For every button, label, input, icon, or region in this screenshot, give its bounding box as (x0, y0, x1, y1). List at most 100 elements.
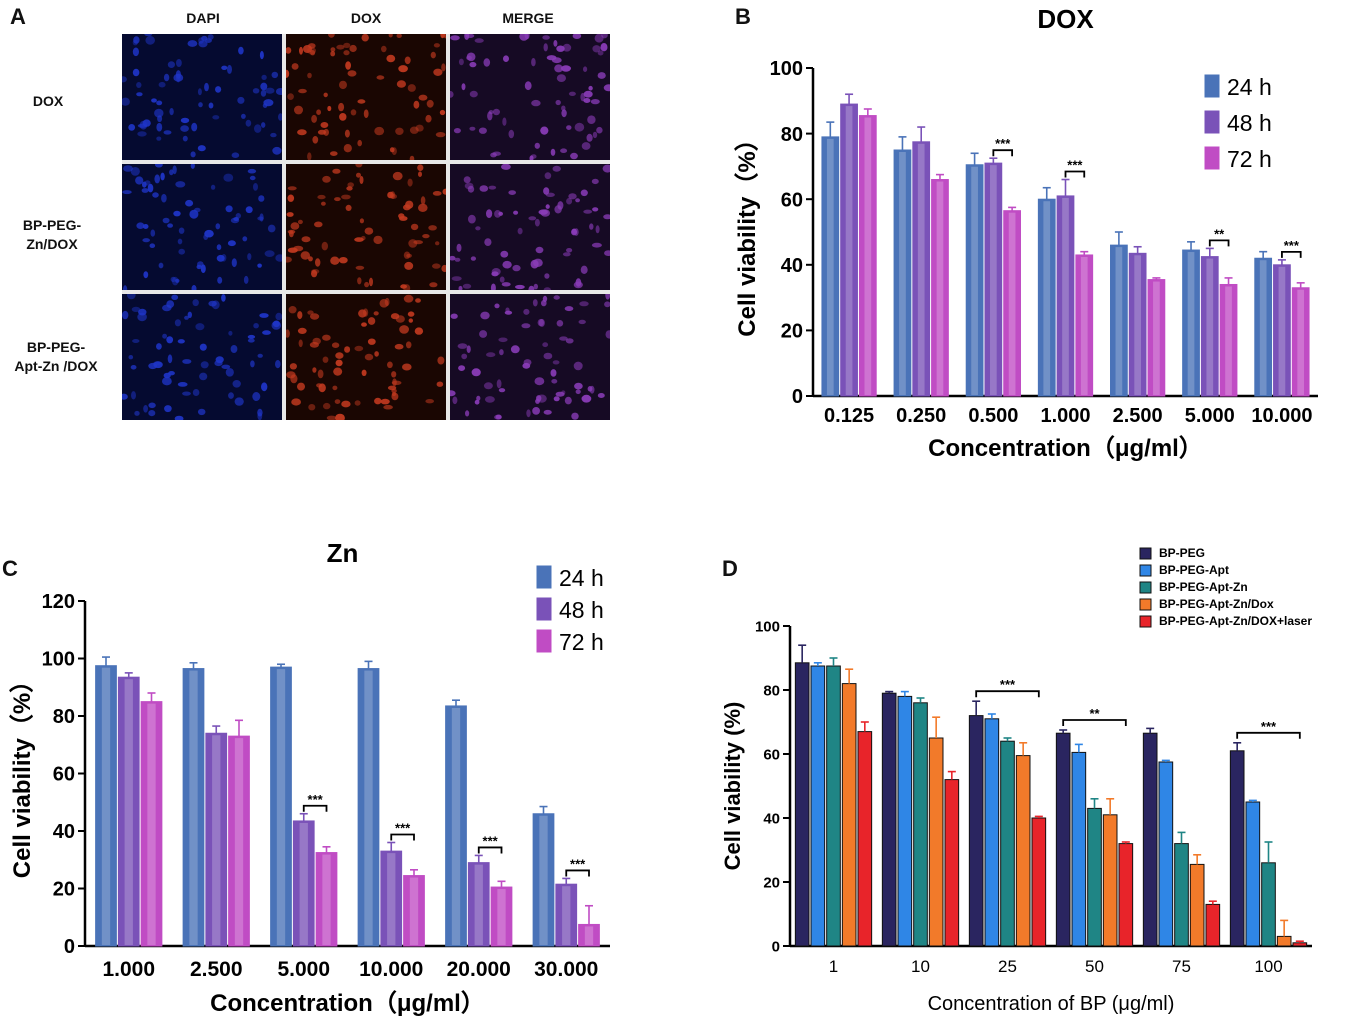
cell-mark (479, 330, 488, 338)
cell-mark (555, 99, 561, 106)
cell-mark (534, 218, 540, 227)
cell-mark (231, 152, 240, 158)
cell-mark (169, 108, 174, 116)
cell-mark (450, 91, 454, 98)
cell-mark (474, 38, 484, 43)
cell-mark (336, 44, 345, 50)
cell-mark (234, 397, 244, 406)
cell-mark (291, 398, 301, 406)
legend-label: 24 h (559, 565, 604, 591)
cell-mark (243, 275, 249, 284)
cell-mark (373, 311, 379, 316)
bar-highlight (234, 738, 244, 945)
cell-mark (147, 183, 154, 193)
cell-mark (128, 355, 134, 360)
cell-mark (414, 327, 424, 335)
cell-mark (215, 86, 222, 93)
cell-mark (170, 276, 176, 283)
cell-mark (491, 268, 501, 276)
micrograph-bp-peg-zn-dox-dox (286, 164, 446, 290)
cell-mark (590, 99, 600, 105)
micrograph-texture (122, 294, 282, 420)
cell-mark (528, 285, 535, 290)
cell-mark (259, 51, 264, 60)
bar-highlight (124, 679, 133, 945)
y-tick-label: 20 (53, 879, 75, 901)
cell-mark (290, 222, 300, 230)
cell-mark (267, 224, 276, 233)
cell-mark (475, 226, 481, 231)
y-tick-label: 40 (763, 810, 780, 827)
cell-mark (247, 253, 252, 261)
cell-mark (592, 207, 599, 212)
cell-mark (343, 50, 350, 56)
cell-mark (451, 276, 462, 281)
cell-mark (332, 168, 341, 174)
cell-mark (565, 338, 574, 344)
y-axis-label: Cell viability（%） (734, 127, 761, 336)
panel-letter-b: B (735, 4, 751, 29)
cell-mark (217, 276, 223, 284)
cell-mark (597, 72, 606, 79)
cell-mark (187, 311, 192, 318)
cell-mark (177, 382, 188, 387)
cell-mark (396, 34, 402, 38)
cell-mark (148, 362, 158, 370)
cell-mark (463, 176, 471, 184)
cell-mark (163, 130, 172, 135)
cell-mark (508, 129, 515, 139)
cell-mark (495, 414, 502, 419)
cell-mark (496, 379, 502, 389)
legend-swatch (1204, 146, 1220, 170)
cell-mark (388, 34, 393, 38)
cell-mark (174, 319, 181, 327)
legend-swatch (1204, 110, 1220, 134)
cell-mark (597, 393, 605, 398)
cell-mark (552, 360, 560, 365)
cell-mark (454, 257, 461, 262)
cell-mark (364, 281, 370, 288)
legend-swatch (1139, 581, 1152, 594)
cell-mark (185, 199, 194, 207)
cell-mark (410, 223, 419, 231)
cell-mark (223, 173, 234, 182)
cell-mark (298, 339, 303, 348)
cell-mark (580, 189, 588, 197)
cell-mark (453, 128, 461, 134)
cell-mark (403, 251, 411, 259)
cell-mark (261, 122, 266, 128)
cell-mark (187, 40, 198, 47)
cell-mark (317, 194, 326, 200)
bar (1276, 935, 1292, 947)
cell-mark (568, 91, 576, 96)
cell-mark (271, 71, 279, 79)
bar-highlight (845, 106, 853, 395)
cell-mark (583, 66, 588, 72)
cell-mark (552, 165, 561, 172)
cell-mark (556, 45, 565, 52)
cell-mark (323, 92, 328, 98)
column-header-dox: DOX (350, 10, 382, 26)
cell-mark (601, 34, 608, 39)
cell-mark (369, 277, 373, 287)
cell-mark (374, 397, 382, 405)
cell-mark (178, 227, 185, 234)
cell-mark (450, 35, 460, 41)
cell-mark (257, 263, 262, 268)
cell-mark (487, 111, 493, 121)
cell-mark (216, 254, 225, 262)
cell-mark (508, 190, 516, 195)
cell-mark (227, 64, 232, 74)
cell-mark (441, 264, 446, 273)
cell-mark (321, 201, 326, 206)
cell-mark (568, 193, 577, 200)
cell-mark (311, 114, 317, 123)
cell-mark (537, 319, 544, 327)
cell-mark (542, 342, 549, 348)
cell-mark (312, 367, 317, 373)
cell-mark (528, 216, 537, 221)
cell-mark (130, 167, 140, 176)
bar (1158, 761, 1174, 947)
cell-mark (523, 359, 532, 366)
cell-mark (200, 361, 209, 369)
